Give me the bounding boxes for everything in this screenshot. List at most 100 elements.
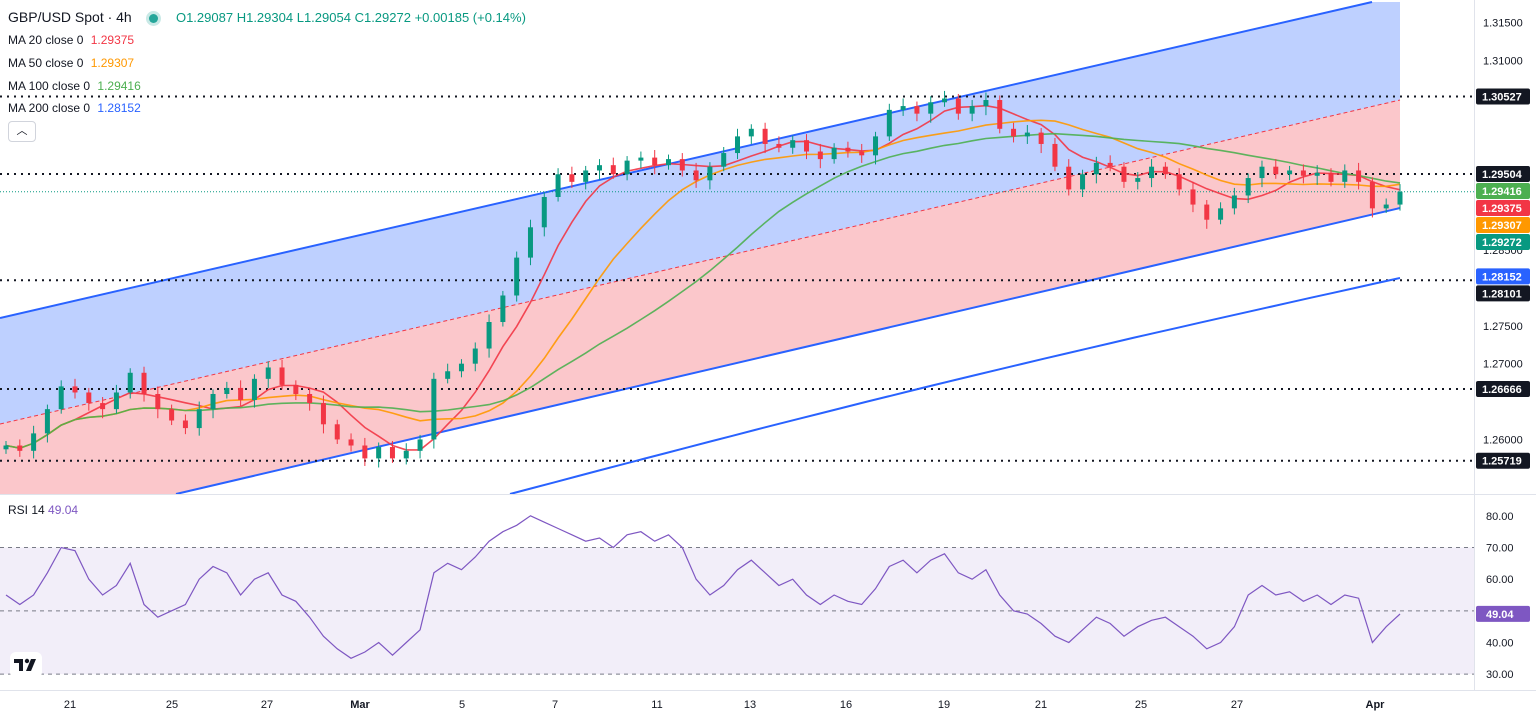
candle-body-5[interactable]: [72, 386, 78, 393]
candle-body-66[interactable]: [914, 106, 920, 114]
candle-body-9[interactable]: [127, 372, 133, 393]
candle-body-34[interactable]: [472, 348, 478, 364]
candle-body-70[interactable]: [969, 106, 975, 114]
candle-body-28[interactable]: [389, 447, 395, 459]
candle-body-93[interactable]: [1287, 170, 1293, 175]
candle-body-63[interactable]: [873, 136, 879, 156]
candle-body-35[interactable]: [486, 322, 492, 349]
candle-body-49[interactable]: [679, 159, 685, 171]
candle-body-18[interactable]: [251, 378, 257, 401]
candle-body-92[interactable]: [1273, 166, 1279, 175]
legend-ma20[interactable]: MA 20 close 0 1.29375: [8, 33, 138, 47]
candle-body-4[interactable]: [58, 386, 64, 410]
candle-body-83[interactable]: [1149, 166, 1155, 179]
candle-body-58[interactable]: [804, 140, 810, 152]
candle-body-20[interactable]: [279, 367, 285, 385]
candle-body-1[interactable]: [17, 445, 23, 451]
candle-body-31[interactable]: [431, 378, 437, 440]
legend-ma100[interactable]: MA 100 close 0 1.29416: [8, 79, 145, 93]
candle-body-47[interactable]: [652, 157, 658, 166]
candle-body-84[interactable]: [1162, 166, 1168, 175]
candle-body-32[interactable]: [445, 371, 451, 379]
candle-body-37[interactable]: [514, 257, 520, 296]
candle-body-43[interactable]: [596, 165, 602, 171]
candle-body-79[interactable]: [1093, 162, 1099, 175]
candle-body-81[interactable]: [1121, 166, 1127, 182]
candle-body-67[interactable]: [928, 102, 934, 114]
candle-body-42[interactable]: [583, 170, 589, 182]
candle-body-77[interactable]: [1066, 166, 1072, 190]
candle-body-38[interactable]: [527, 227, 533, 258]
candle-body-59[interactable]: [817, 151, 823, 160]
channel-mid-line[interactable]: [0, 99, 1401, 425]
candle-body-16[interactable]: [224, 387, 230, 394]
candle-body-23[interactable]: [320, 403, 326, 425]
candle-body-26[interactable]: [362, 445, 368, 459]
candle-body-100[interactable]: [1383, 204, 1389, 209]
candle-body-21[interactable]: [293, 384, 299, 394]
candle-body-88[interactable]: [1218, 208, 1224, 220]
candle-body-33[interactable]: [458, 363, 464, 372]
candle-body-60[interactable]: [831, 147, 837, 160]
candle-body-80[interactable]: [1107, 162, 1113, 167]
candle-body-97[interactable]: [1342, 170, 1348, 182]
candle-body-53[interactable]: [735, 136, 741, 154]
candle-body-90[interactable]: [1245, 178, 1251, 196]
candle-body-44[interactable]: [610, 165, 616, 175]
candle-body-91[interactable]: [1259, 166, 1265, 179]
candle-body-0[interactable]: [3, 445, 9, 450]
channel-lower-line[interactable]: [175, 207, 1401, 495]
candle-body-54[interactable]: [748, 128, 754, 137]
candle-body-68[interactable]: [942, 98, 948, 103]
tradingview-logo-icon[interactable]: [10, 652, 42, 678]
channel-upper-line[interactable]: [0, 1, 1373, 319]
candle-body-25[interactable]: [348, 439, 354, 446]
candle-body-94[interactable]: [1300, 170, 1306, 176]
candle-body-40[interactable]: [555, 174, 561, 197]
rsi-line[interactable]: [5, 515, 1401, 659]
candle-body-99[interactable]: [1369, 181, 1375, 209]
candle-body-64[interactable]: [886, 109, 892, 137]
candle-body-65[interactable]: [900, 106, 906, 110]
candle-body-8[interactable]: [113, 392, 119, 410]
candle-body-17[interactable]: [238, 387, 244, 401]
candle-body-14[interactable]: [196, 409, 202, 429]
candle-body-13[interactable]: [182, 420, 188, 429]
candle-body-29[interactable]: [403, 450, 409, 459]
candle-body-69[interactable]: [955, 98, 961, 114]
candle-body-75[interactable]: [1038, 132, 1044, 144]
candle-body-55[interactable]: [762, 128, 768, 144]
candle-body-27[interactable]: [376, 447, 382, 459]
candle-body-39[interactable]: [541, 196, 547, 228]
candle-body-76[interactable]: [1052, 143, 1058, 167]
candle-body-82[interactable]: [1135, 178, 1141, 182]
candle-body-36[interactable]: [500, 295, 506, 323]
candle-body-6[interactable]: [86, 392, 92, 404]
candle-body-46[interactable]: [638, 157, 644, 161]
candle-body-15[interactable]: [210, 393, 216, 410]
candle-body-7[interactable]: [100, 403, 106, 410]
ma100-line[interactable]: [5, 132, 1401, 450]
candle-body-3[interactable]: [44, 409, 50, 434]
candle-body-61[interactable]: [845, 147, 851, 152]
candle-body-85[interactable]: [1176, 174, 1182, 190]
candle-body-48[interactable]: [665, 159, 671, 166]
candle-body-71[interactable]: [983, 100, 989, 107]
candle-body-2[interactable]: [31, 433, 37, 451]
candle-body-11[interactable]: [155, 393, 161, 410]
candle-body-19[interactable]: [265, 367, 271, 379]
rsi-legend[interactable]: RSI 14 49.04: [8, 503, 78, 517]
candle-body-41[interactable]: [569, 174, 575, 182]
candle-body-62[interactable]: [859, 151, 865, 156]
candle-body-52[interactable]: [721, 153, 727, 167]
symbol-title[interactable]: GBP/USD Spot · 4h: [8, 9, 132, 25]
candle-body-10[interactable]: [141, 372, 147, 394]
candle-body-45[interactable]: [624, 160, 630, 175]
candle-body-12[interactable]: [169, 409, 175, 421]
candle-body-30[interactable]: [417, 439, 423, 451]
ma200-line[interactable]: [509, 277, 1401, 495]
legend-ma200[interactable]: MA 200 close 0 1.28152: [8, 101, 145, 115]
candle-body-86[interactable]: [1190, 189, 1196, 205]
collapse-legend-button[interactable]: ︿: [8, 121, 36, 142]
